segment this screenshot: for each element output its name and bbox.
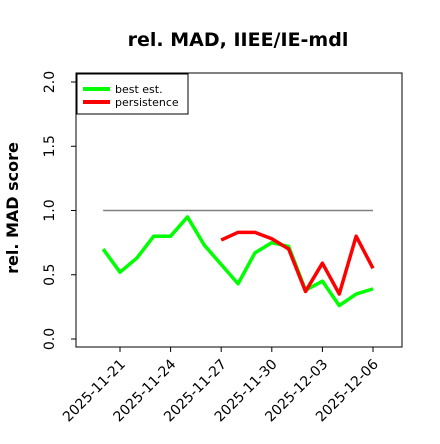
plot-frame — [75, 72, 403, 348]
series-line-best-est- — [101, 215, 374, 308]
y-tick-label: 0.5 — [42, 264, 58, 286]
chart-title: rel. MAD, IIEE/IE-mdl — [128, 29, 349, 51]
series-layer — [101, 215, 375, 308]
legend-label-persistence: persistence — [115, 96, 179, 109]
legend-label-best-est: best est. — [115, 83, 163, 96]
legend-box — [76, 73, 189, 115]
series-line-persistence — [220, 230, 375, 296]
y-axis-label: rel. MAD score — [3, 142, 22, 274]
y-tick-label: 1.0 — [42, 199, 58, 221]
y-tick-label: 0.0 — [42, 328, 58, 350]
y-tick-label: 2.0 — [42, 71, 58, 93]
legend: best est. persistence — [76, 73, 189, 115]
y-tick-label: 1.5 — [42, 135, 58, 157]
